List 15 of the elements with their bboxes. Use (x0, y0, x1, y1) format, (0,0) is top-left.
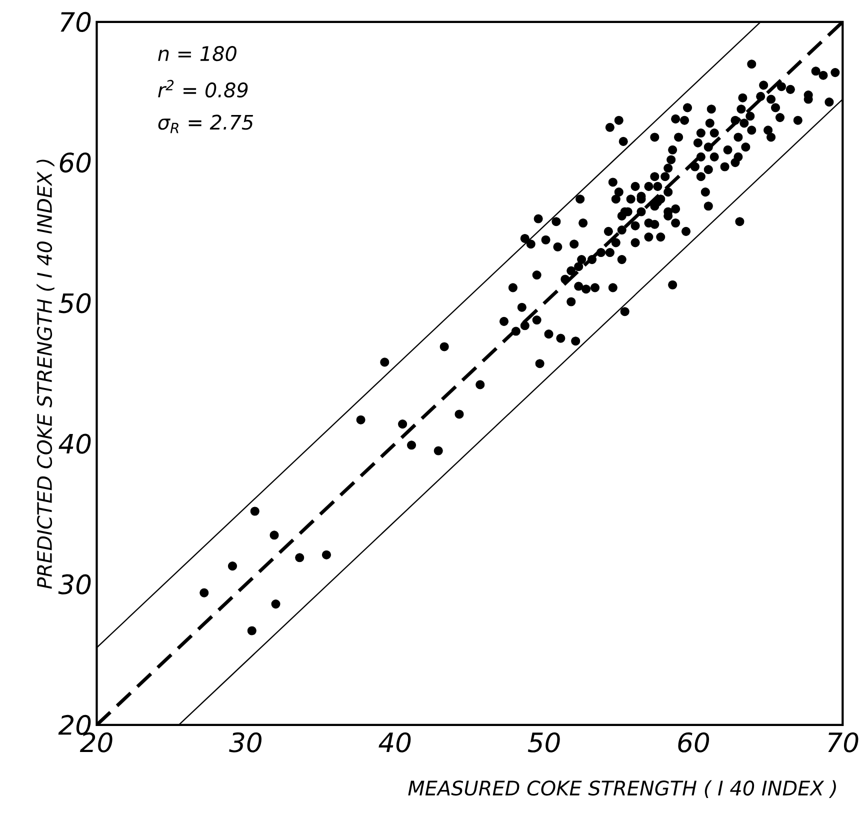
y-tick-label: 40 (58, 434, 91, 454)
y-tick-label: 70 (60, 12, 91, 32)
x-tick-label: 70 (828, 732, 858, 753)
annotation: n = 180 (158, 46, 236, 62)
x-tick-label: 50 (528, 732, 560, 753)
annotation: r$^{2}$ = 0.89 (158, 80, 248, 98)
y-tick-label: 50 (58, 293, 91, 314)
y-tick-label: 30 (58, 574, 91, 595)
y-axis-title: PREDICTED COKE STRENGTH ( I 40 INDEX ) (36, 160, 54, 589)
y-tick-label: 60 (60, 152, 91, 173)
x-tick-label: 40 (378, 732, 411, 753)
annotation: σ$_{R}$ = 2.75 (158, 114, 254, 134)
x-tick-label: 60 (678, 732, 710, 753)
x-tick-label: 30 (229, 732, 262, 753)
x-axis-title: MEASURED COKE STRENGTH ( I 40 INDEX ) (408, 780, 836, 798)
